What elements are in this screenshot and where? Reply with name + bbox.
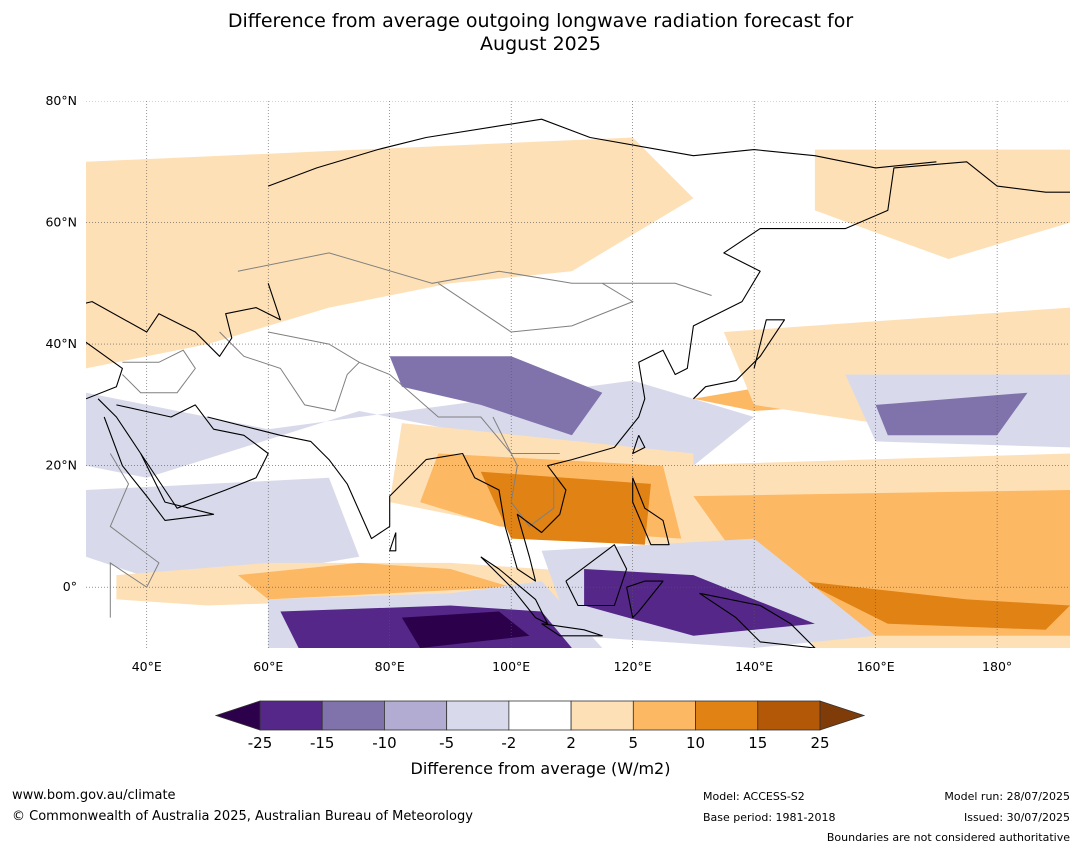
anomaly-region-3: [814, 149, 1070, 259]
coastlines: [86, 118, 1070, 648]
boundary-5: [492, 416, 555, 528]
colorbar-min-arrow: [214, 700, 261, 731]
lon-label-120: 120°E: [614, 659, 652, 674]
colorbar-tick-8: 15: [748, 734, 767, 752]
chart-title: Difference from average outgoing longwav…: [0, 10, 1081, 56]
country-boundaries: [109, 252, 712, 618]
colorbar-tick-2: -10: [372, 734, 397, 752]
colorbar-tick-9: 25: [810, 734, 829, 752]
colorbar-tick-1: -15: [310, 734, 335, 752]
colorbar-tick-5: 2: [566, 734, 576, 752]
colorbar-segment-1: [321, 700, 385, 731]
boundary-0: [268, 331, 560, 454]
coastline-7: [541, 623, 603, 637]
anomaly-region-22: [584, 569, 815, 636]
colorbar-segment-8: [757, 700, 821, 731]
lon-label-60: 60°E: [253, 659, 283, 674]
title-line-1: Difference from average outgoing longwav…: [227, 10, 854, 32]
coastline-10: [699, 592, 816, 648]
anomaly-region-2: [86, 137, 694, 369]
colorbar-segment-4: [508, 700, 572, 731]
anomaly-region-6: [389, 356, 603, 436]
coastline-2: [116, 404, 269, 509]
colorbar-segment-3: [446, 700, 510, 731]
footer-base-period: Base period: 1981-2018: [703, 811, 836, 824]
lon-label-180: 180°: [982, 659, 1012, 674]
lon-label-160: 160°E: [857, 659, 895, 674]
footer-model-run: Model run: 28/07/2025: [944, 790, 1070, 803]
lat-label-60: 60°N: [45, 215, 77, 230]
footer-disclaimer: Boundaries are not considered authoritat…: [826, 831, 1070, 844]
coastline-0: [86, 283, 281, 400]
colorbar-segment-2: [384, 700, 448, 731]
coastline-9: [626, 580, 664, 619]
coastline-13: [632, 435, 646, 455]
footer-model: Model: ACCESS-S2: [703, 790, 805, 803]
boundary-6: [109, 453, 160, 618]
colorbar-segment-0: [259, 700, 323, 731]
colorbar-tick-7: 10: [686, 734, 705, 752]
colorbar-segment-7: [695, 700, 759, 731]
coastline-1: [97, 398, 215, 521]
boundary-2: [219, 331, 360, 412]
coastline-4: [268, 118, 937, 187]
graticule: [86, 101, 1070, 648]
lat-label-80: 80°N: [45, 93, 77, 108]
lat-label-0: 0°: [63, 579, 77, 594]
anomaly-region-14: [480, 471, 651, 545]
lat-label-20: 20°N: [45, 458, 77, 473]
anomaly-region-11: [237, 562, 512, 600]
colorbar-tick-3: -5: [439, 734, 454, 752]
coastline-12: [389, 532, 397, 552]
lon-label-140: 140°E: [735, 659, 773, 674]
lon-label-80: 80°E: [375, 659, 405, 674]
colorbar-segment-6: [632, 700, 696, 731]
lat-label-40: 40°N: [45, 336, 77, 351]
coastline-6: [480, 556, 549, 625]
anomaly-fill-layer: [86, 101, 1070, 648]
lon-label-100: 100°E: [492, 659, 530, 674]
title-line-2: August 2025: [480, 33, 601, 55]
colorbar-label: Difference from average (W/m2): [410, 759, 671, 778]
coastline-11: [632, 477, 670, 546]
colorbar-segment-5: [570, 700, 634, 731]
colorbar-tick-6: 5: [629, 734, 639, 752]
coastline-8: [565, 544, 628, 607]
boundary-1: [237, 252, 712, 296]
lon-label-40: 40°E: [132, 659, 162, 674]
anomaly-region-20: [401, 611, 530, 648]
anomaly-region-8: [875, 392, 1028, 436]
footer-website: www.bom.gov.au/climate: [12, 788, 176, 803]
colorbar: -25 -15 -10 -5 -2 2 5 10 15 25: [214, 700, 866, 752]
colorbar-max-arrow: [819, 700, 866, 731]
axis-labels: 80°N 60°N 40°N 20°N 0° 40°E 60°E 80°E 100°E 120°E…: [45, 93, 1012, 674]
anomaly-region-17: [802, 581, 1070, 630]
coastline-3: [207, 161, 1070, 582]
boundary-3: [122, 349, 196, 394]
boundary-4: [438, 282, 634, 333]
coastline-5: [693, 319, 786, 400]
footer-copyright: © Commonwealth of Australia 2025, Austra…: [12, 809, 473, 824]
anomaly-region-16: [693, 490, 1070, 636]
footer-issued: Issued: 30/07/2025: [963, 811, 1070, 824]
colorbar-tick-4: -2: [501, 734, 516, 752]
colorbar-tick-0: -25: [248, 734, 273, 752]
